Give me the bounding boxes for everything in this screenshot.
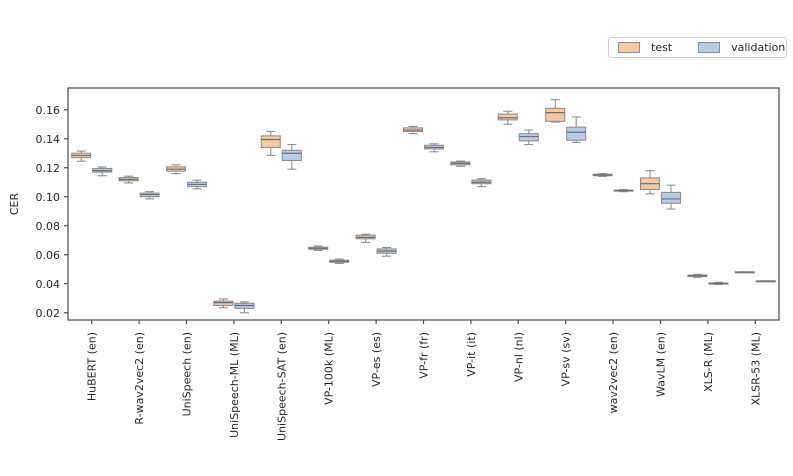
boxplot-validation (566, 116, 587, 143)
y-axis-title: CER (8, 193, 21, 216)
y-tick-label: 0.16 (36, 104, 61, 117)
boxplot-test (639, 170, 661, 195)
x-tick-label: HuBERT (en) (86, 332, 99, 401)
box (260, 135, 281, 149)
boxplot-test (687, 273, 708, 278)
x-tick-label: UniSpeech-ML (ML) (228, 332, 241, 438)
boxplot-test (355, 233, 376, 243)
box (497, 113, 518, 121)
box (545, 107, 566, 122)
boxplot-test (213, 298, 234, 309)
boxplot-test (545, 99, 566, 123)
boxplot-test (165, 164, 187, 175)
boxplot-test (734, 271, 755, 274)
boxplot-validation (471, 178, 492, 188)
boxplot-test (260, 130, 281, 156)
x-tick-label: wav2vec2 (en) (607, 332, 620, 413)
boxplot-boxes (71, 99, 776, 314)
boxplot-test (71, 150, 92, 162)
boxplot-validation (518, 129, 539, 146)
legend-entry-test: test (618, 41, 672, 54)
x-tick-label: VP-100k (ML) (323, 332, 336, 405)
boxplot-validation (376, 246, 397, 257)
x-tick-label: VP-sv (sv) (560, 332, 573, 386)
x-tick-label: XLS-R (ML) (702, 332, 715, 392)
y-tick-label: 0.06 (36, 249, 61, 262)
boxplot-validation (329, 258, 350, 265)
boxplot-validation (755, 280, 776, 283)
legend: test validation (608, 37, 787, 58)
x-tick-label: UniSpeech-SAT (en) (275, 332, 288, 441)
boxplot-test (497, 110, 518, 125)
boxplot-validation (281, 144, 302, 170)
boxplot-validation (423, 143, 445, 153)
boxplot-validation (708, 281, 729, 286)
boxplot-test (450, 160, 471, 167)
plot-border (67, 87, 780, 321)
boxplot-test (308, 245, 329, 251)
box (660, 191, 682, 204)
boxplot-validation (186, 179, 208, 190)
legend-swatch-test (618, 42, 640, 53)
x-tick-label: VP-it (it) (465, 332, 478, 377)
legend-label: test (651, 41, 673, 54)
boxplot-test (592, 173, 613, 177)
x-tick-label: WavLM (en) (655, 332, 668, 397)
y-tick-label: 0.12 (36, 162, 61, 175)
x-tick-label: R-wav2vec2 (en) (133, 332, 146, 425)
box (566, 126, 587, 141)
boxplot-test (118, 175, 139, 184)
x-tick-label: XLSR-53 (ML) (749, 332, 762, 406)
box (281, 149, 302, 162)
x-tick-label: UniSpeech (en) (181, 332, 194, 416)
y-tick-label: 0.14 (36, 133, 61, 146)
box (518, 133, 539, 142)
boxplot-validation (139, 191, 160, 200)
legend-label: validation (731, 41, 786, 54)
legend-entry-validation: validation (698, 41, 785, 54)
boxplot-test (402, 125, 424, 135)
y-tick-label: 0.02 (36, 307, 61, 320)
boxplot-validation (234, 301, 255, 314)
axis-ticks: 0.02 0.04 0.06 0.08 0.10 0.12 0.14 0.16 HuBERT (… (36, 104, 763, 441)
y-tick-label: 0.04 (36, 278, 61, 291)
x-tick-label: VP-es (es) (370, 332, 383, 387)
boxplot-validation (92, 166, 113, 177)
x-tick-label: VP-nl (nl) (512, 332, 525, 382)
y-tick-label: 0.08 (36, 220, 61, 233)
y-tick-label: 0.10 (36, 191, 61, 204)
boxplot-validation (613, 188, 634, 193)
box (213, 300, 234, 307)
x-tick-label: VP-fr (fr) (418, 332, 431, 379)
legend-swatch-validation (698, 42, 721, 53)
boxplot-validation (660, 184, 682, 210)
